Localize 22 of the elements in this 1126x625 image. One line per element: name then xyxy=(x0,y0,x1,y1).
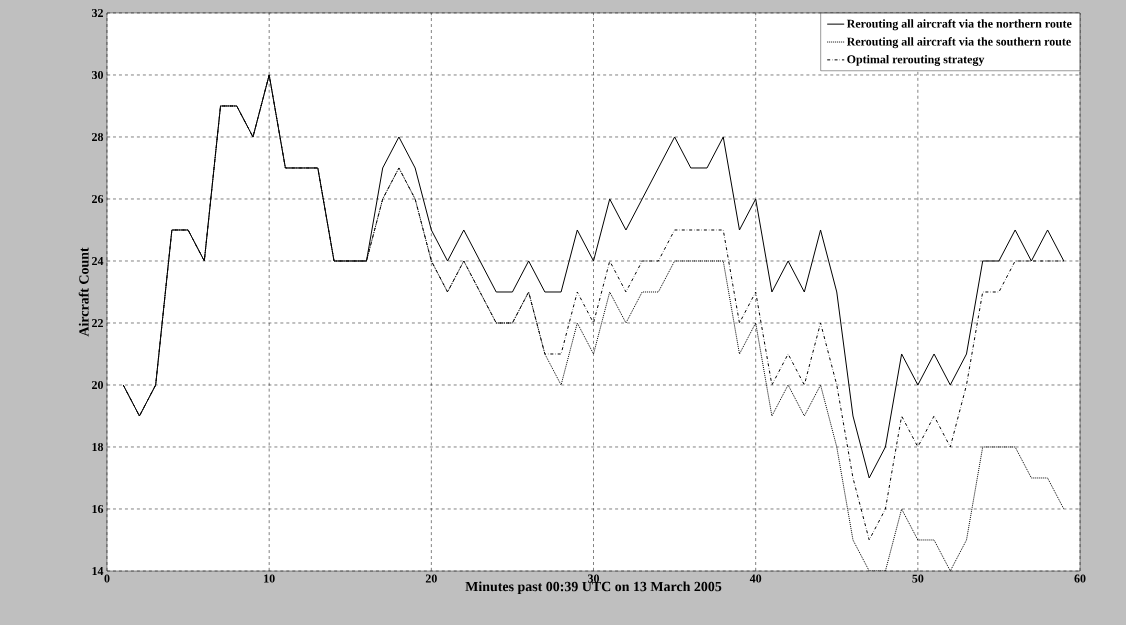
y-tick-label: 26 xyxy=(92,194,104,203)
y-axis-title: Aircraft Count xyxy=(78,247,89,337)
y-tick-label: 14 xyxy=(92,567,104,575)
y-tick-label: 32 xyxy=(91,8,103,17)
x-tick-label: 30 xyxy=(587,574,600,583)
y-tick-label: 20 xyxy=(92,380,104,390)
x-tick-label: 60 xyxy=(1074,574,1086,583)
y-tick-label: 22 xyxy=(92,319,103,327)
legend-label: Rerouting all aircraft via the northern route xyxy=(846,19,1072,31)
y-tick-label: 30 xyxy=(91,70,104,80)
x-tick-label: 10 xyxy=(264,574,275,583)
y-tick-label: 18 xyxy=(92,442,104,452)
y-tick-label: 24 xyxy=(92,257,104,265)
y-tick-label: 28 xyxy=(92,132,104,142)
legend-label: Rerouting all aircraft via the southern route xyxy=(846,37,1071,49)
x-axis-title: Minutes past 00:39 UTC on 13 March 2005 xyxy=(465,581,722,595)
x-tick-label: 50 xyxy=(912,574,924,583)
x-tick-label: 0 xyxy=(104,574,110,583)
legend-label: Optimal rerouting strategy xyxy=(847,54,985,66)
x-tick-label: 40 xyxy=(749,574,762,583)
x-tick-label: 20 xyxy=(425,574,437,583)
y-tick-label: 16 xyxy=(92,504,104,513)
